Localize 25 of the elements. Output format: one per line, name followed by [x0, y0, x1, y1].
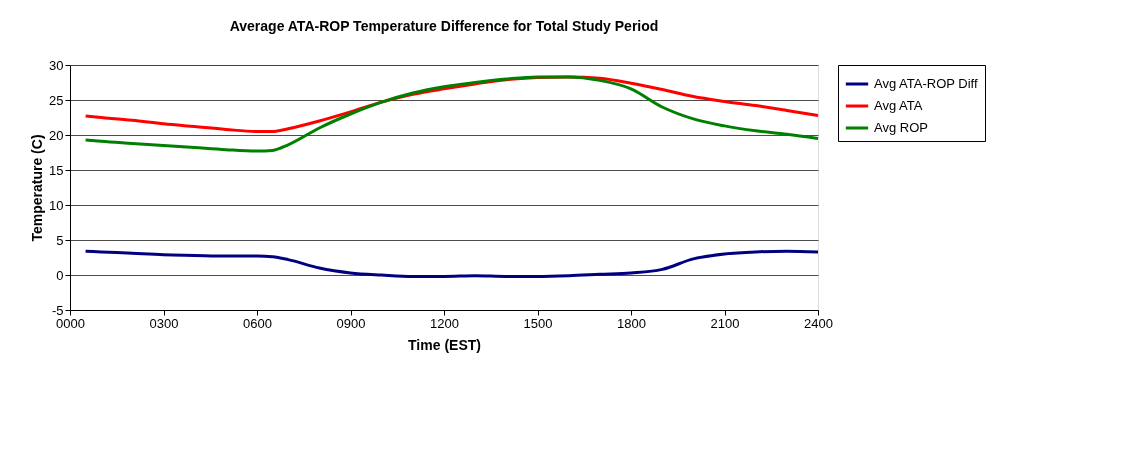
line-series — [84, 75, 820, 153]
y-tick-label: -5 — [51, 302, 64, 318]
y-tick-label: 25 — [49, 92, 64, 108]
x-tick-label: 2100 — [710, 315, 740, 331]
legend-label: Avg ATA — [874, 98, 923, 113]
legend-label: Avg ATA-ROP Diff — [874, 76, 978, 91]
y-tick-label: 5 — [56, 232, 64, 248]
x-tick-label: 0600 — [243, 315, 272, 331]
legend-label: Avg ROP — [874, 120, 928, 135]
y-tick-label: 30 — [49, 57, 64, 73]
line-series — [84, 249, 820, 278]
x-tick-label: 2400 — [804, 315, 833, 331]
x-tick-label: 1800 — [617, 315, 646, 331]
x-tick-label: 1500 — [523, 315, 553, 331]
y-tick-label: 10 — [49, 197, 64, 213]
x-tick-label: 0000 — [56, 315, 85, 331]
y-tick-label: 0 — [56, 267, 64, 283]
x-tick-label: 1200 — [430, 315, 459, 331]
y-axis-title: Temperature (C) — [29, 134, 46, 242]
x-axis-title: Time (EST) — [408, 336, 481, 353]
chart-title: Average ATA-ROP Temperature Difference for Total Study Period — [229, 18, 659, 34]
x-tick-label: 0300 — [149, 315, 179, 331]
y-tick-label: 15 — [49, 162, 64, 178]
x-tick-label: 0900 — [336, 315, 366, 331]
y-tick-label: 20 — [49, 127, 64, 143]
